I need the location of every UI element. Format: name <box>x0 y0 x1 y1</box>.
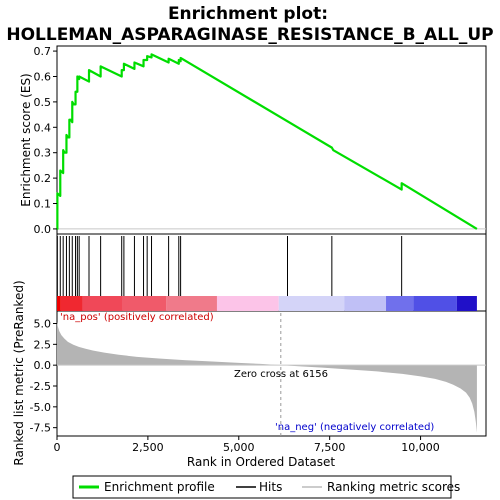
pos-correlated-label: 'na_pos' (positively correlated) <box>60 312 214 323</box>
es-y-axis: 0.0 0.1 0.2 0.3 0.4 0.5 0.6 0.7 <box>34 45 57 236</box>
heat-segment <box>82 296 123 311</box>
legend-hits-label: Hits <box>259 480 282 494</box>
metric-y-axis: 5.0 2.5 0.0 -2.5 -5.0 -7.5 <box>30 318 57 435</box>
legend-box <box>72 475 452 499</box>
metric-tick-label: 0.0 <box>34 359 52 372</box>
metric-axis-label: Ranked list metric (PreRanked) <box>12 280 26 465</box>
heat-segment <box>57 296 61 311</box>
heat-segment <box>216 296 279 311</box>
enrichment-profile-line <box>56 53 478 231</box>
chart-title-line1: Enrichment plot: <box>168 4 328 24</box>
es-tick-label: 0.1 <box>34 198 52 211</box>
es-panel-frame <box>56 45 487 235</box>
heat-segment <box>386 296 414 311</box>
neg-correlated-label: 'na_neg' (negatively correlated) <box>275 422 434 433</box>
metric-tick-label: -7.5 <box>30 422 51 435</box>
rank-x-axis: 0 2,500 5,000 7,500 10,000 <box>54 436 440 454</box>
hit-markers <box>56 236 403 296</box>
metric-tick-label: 5.0 <box>34 318 52 331</box>
metric-tick-label: 2.5 <box>34 338 52 351</box>
x-tick-label: 5,000 <box>223 441 255 454</box>
heat-segment <box>344 296 387 311</box>
enrichment-profile-layer <box>56 53 486 231</box>
heat-segment <box>456 296 477 311</box>
es-tick-label: 0.3 <box>34 147 52 160</box>
es-tick-label: 0.6 <box>34 70 52 83</box>
chart-title-line2: HOLLEMAN_ASPARAGINASE_RESISTANCE_B_ALL_U… <box>6 25 493 45</box>
heat-segment <box>413 296 457 311</box>
es-tick-label: 0.5 <box>34 96 52 109</box>
x-tick-label: 0 <box>54 441 61 454</box>
legend-profile-label: Enrichment profile <box>104 480 215 494</box>
legend-metric-label: Ranking metric scores <box>327 480 460 494</box>
x-axis-label: Rank in Ordered Dataset <box>187 455 335 469</box>
ranking-heat-strip <box>57 296 477 311</box>
heat-segment <box>122 296 167 311</box>
es-tick-label: 0.0 <box>34 223 52 236</box>
x-tick-label: 10,000 <box>401 441 440 454</box>
ranking-metric-area <box>57 313 486 436</box>
es-tick-label: 0.4 <box>34 121 52 134</box>
heat-segment <box>166 296 217 311</box>
es-tick-label: 0.2 <box>34 172 52 185</box>
metric-tick-label: -2.5 <box>30 380 51 393</box>
es-tick-label: 0.7 <box>34 45 52 58</box>
heat-segment <box>60 296 83 311</box>
heat-segment <box>278 296 345 311</box>
es-axis-label: Enrichment score (ES) <box>19 73 33 206</box>
x-tick-label: 2,500 <box>132 441 164 454</box>
metric-tick-label: -5.0 <box>30 401 51 414</box>
zero-cross-label: Zero cross at 6156 <box>234 369 328 380</box>
x-tick-label: 7,500 <box>314 441 346 454</box>
